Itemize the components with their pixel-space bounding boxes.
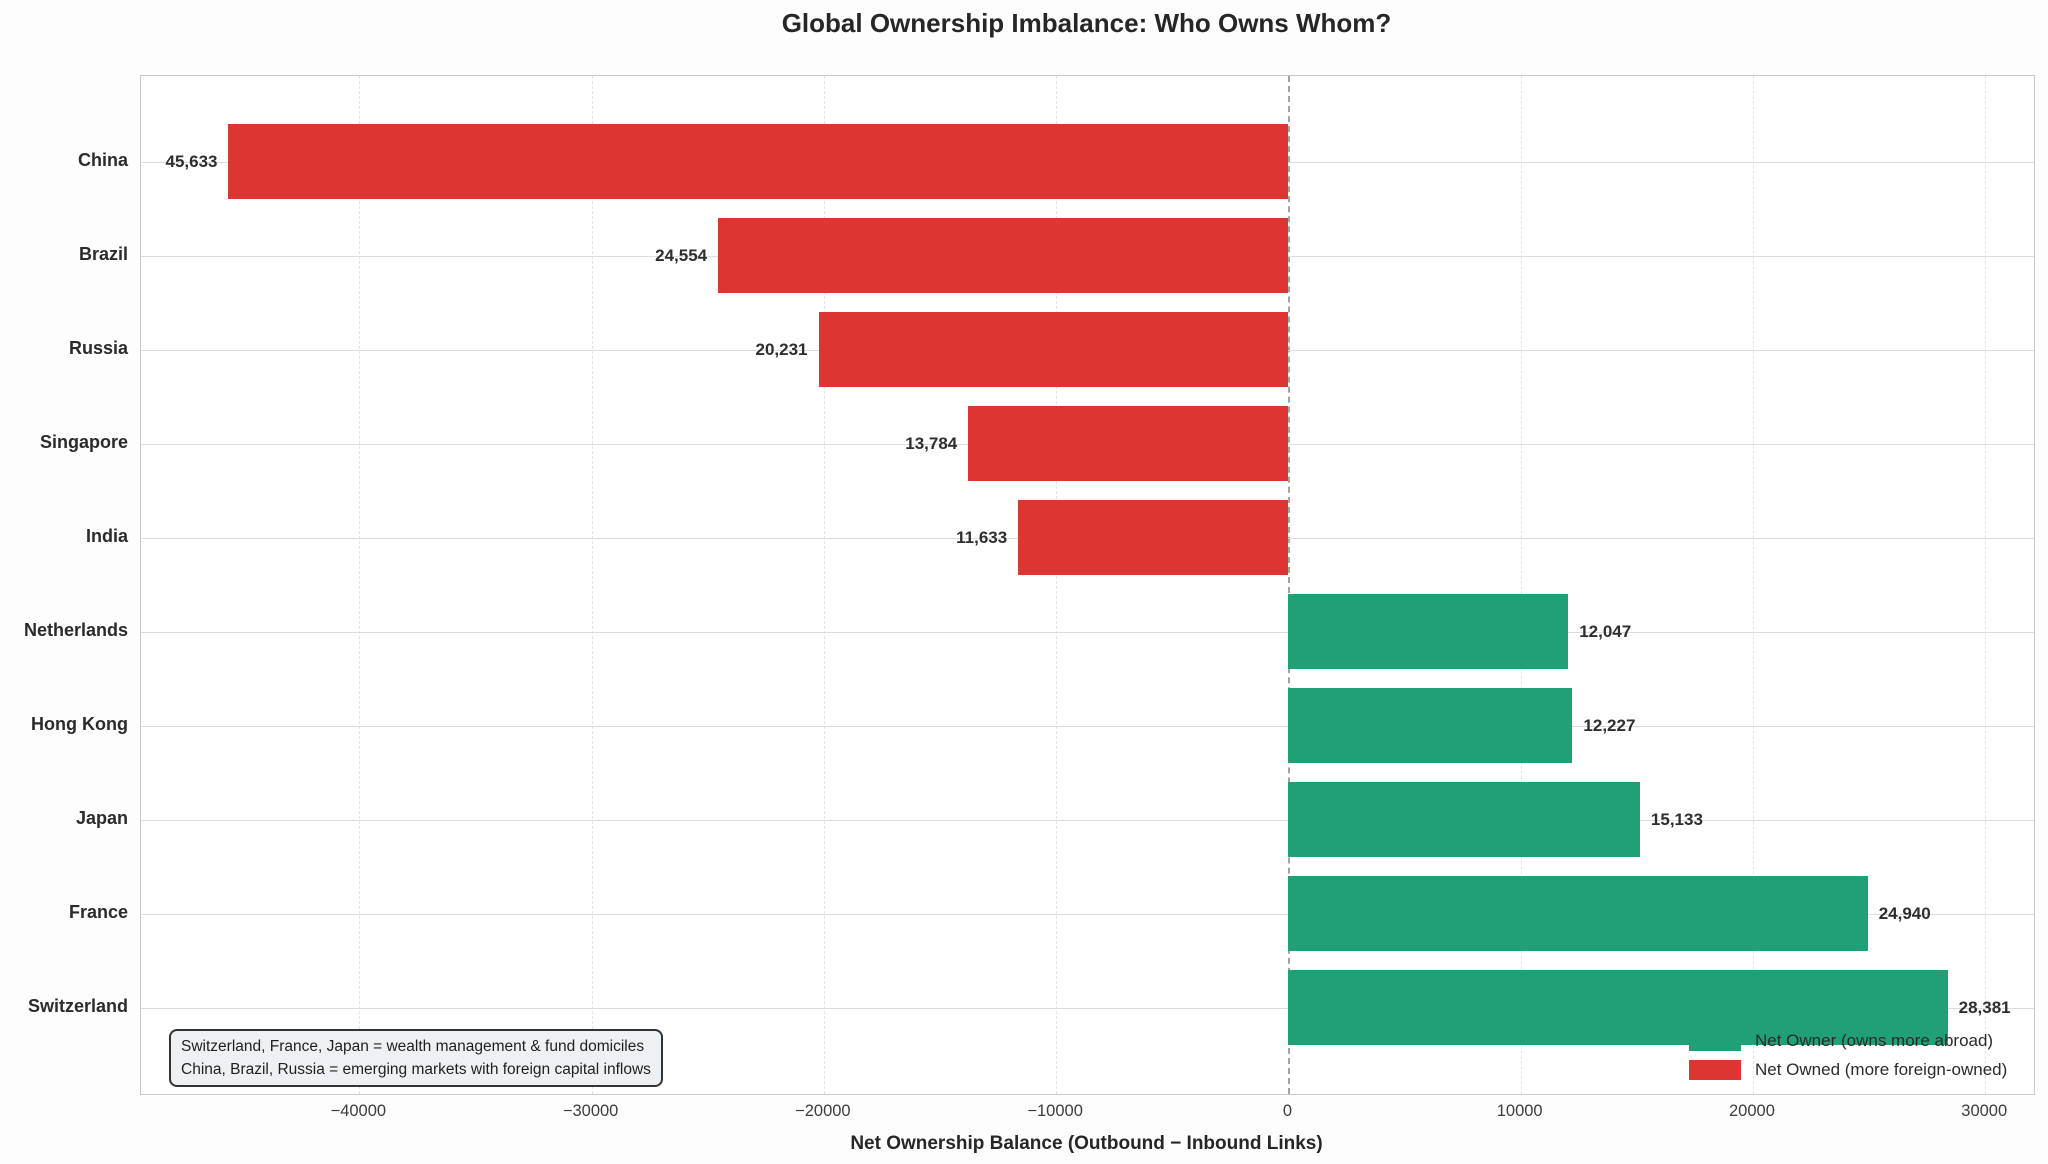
vertical-gridline bbox=[1056, 76, 1058, 1094]
bar-value-label: 12,227 bbox=[1583, 716, 1636, 735]
legend-entry-2: Net Owned (more foreign-owned) bbox=[1689, 1055, 2007, 1084]
horizontal-gridline bbox=[141, 631, 2034, 633]
y-tick-label-brazil: Brazil bbox=[78, 243, 128, 264]
y-tick-label-japan: Japan bbox=[75, 807, 128, 828]
bar-india bbox=[1018, 500, 1289, 575]
bar-china bbox=[228, 124, 1289, 199]
y-tick-label-netherlands: Netherlands bbox=[23, 619, 128, 640]
zero-line bbox=[1288, 76, 1291, 1094]
bar-value-label: 24,940 bbox=[1878, 904, 1931, 923]
y-tick-label-france: France bbox=[68, 901, 128, 922]
legend-swatch-net-owned bbox=[1689, 1059, 1741, 1080]
bar-singapore bbox=[968, 406, 1289, 481]
legend: Net Owner (owns more abroad) Net Owned (m… bbox=[1689, 1026, 2007, 1084]
legend-label: Net Owner (owns more abroad) bbox=[1755, 1030, 1994, 1050]
annotation-line-1: Switzerland, France, Japan = wealth mana… bbox=[181, 1038, 645, 1055]
vertical-gridline bbox=[1985, 76, 1987, 1094]
vertical-gridline bbox=[1752, 76, 1754, 1094]
y-tick-label-china: China bbox=[77, 149, 128, 170]
plot-area: 45,633 24,554 20,231 13,784 11,633 12,047 12,2… bbox=[140, 75, 2035, 1095]
bar-hong-kong bbox=[1288, 688, 1573, 763]
bar-value-label: 28,381 bbox=[1958, 998, 2011, 1017]
bar-value-label: 11,633 bbox=[956, 528, 1008, 547]
horizontal-gridline bbox=[141, 913, 2034, 915]
bar-value-label: 45,633 bbox=[165, 152, 218, 171]
legend-swatch-net-owner bbox=[1689, 1030, 1741, 1051]
y-tick-label-russia: Russia bbox=[68, 337, 128, 358]
x-tick-label: 30000 bbox=[1961, 1102, 2008, 1120]
bar-japan bbox=[1288, 782, 1640, 857]
vertical-gridline bbox=[591, 76, 593, 1094]
x-tick-label: −10000 bbox=[1027, 1102, 1083, 1120]
bar-value-label: 12,047 bbox=[1579, 622, 1632, 641]
x-tick-label: −30000 bbox=[562, 1102, 619, 1120]
x-tick-label: −20000 bbox=[795, 1102, 851, 1120]
bar-france bbox=[1288, 876, 1868, 951]
x-tick-label: 20000 bbox=[1729, 1102, 1775, 1120]
horizontal-gridline bbox=[141, 725, 2034, 727]
bar-russia bbox=[818, 312, 1289, 387]
bar-switzerland bbox=[1288, 970, 1948, 1045]
y-tick-label-switzerland: Switzerland bbox=[27, 995, 128, 1016]
vertical-gridline bbox=[1520, 76, 1522, 1094]
bar-brazil bbox=[718, 218, 1289, 293]
y-tick-label-singapore: Singapore bbox=[39, 431, 128, 452]
bar-value-label: 15,133 bbox=[1650, 810, 1703, 829]
x-axis-label: Net Ownership Balance (Outbound − Inboun… bbox=[850, 1133, 1323, 1154]
vertical-gridline bbox=[823, 76, 825, 1094]
bar-value-label: 24,554 bbox=[655, 246, 708, 265]
bar-value-label: 13,784 bbox=[905, 434, 958, 453]
legend-entry-1: Net Owner (owns more abroad) bbox=[1689, 1026, 2007, 1055]
x-tick-label: −40000 bbox=[330, 1102, 387, 1120]
annotation-box: Switzerland, France, Japan = wealth mana… bbox=[169, 1029, 663, 1087]
x-tick-label: 0 bbox=[1282, 1102, 1292, 1120]
y-tick-label-hong-kong: Hong Kong bbox=[31, 713, 128, 734]
chart-title: Global Ownership Imbalance: Who Owns Who… bbox=[781, 8, 1392, 38]
vertical-gridline bbox=[359, 76, 361, 1094]
horizontal-gridline bbox=[141, 819, 2034, 821]
x-tick-label: 10000 bbox=[1496, 1102, 1543, 1120]
bar-value-label: 20,231 bbox=[755, 340, 808, 359]
horizontal-gridline bbox=[141, 1007, 2034, 1009]
annotation-line-2: China, Brazil, Russia = emerging markets… bbox=[181, 1061, 651, 1078]
y-tick-label-india: India bbox=[85, 525, 128, 546]
legend-label: Net Owned (more foreign-owned) bbox=[1755, 1059, 2008, 1079]
bar-netherlands bbox=[1288, 594, 1569, 669]
